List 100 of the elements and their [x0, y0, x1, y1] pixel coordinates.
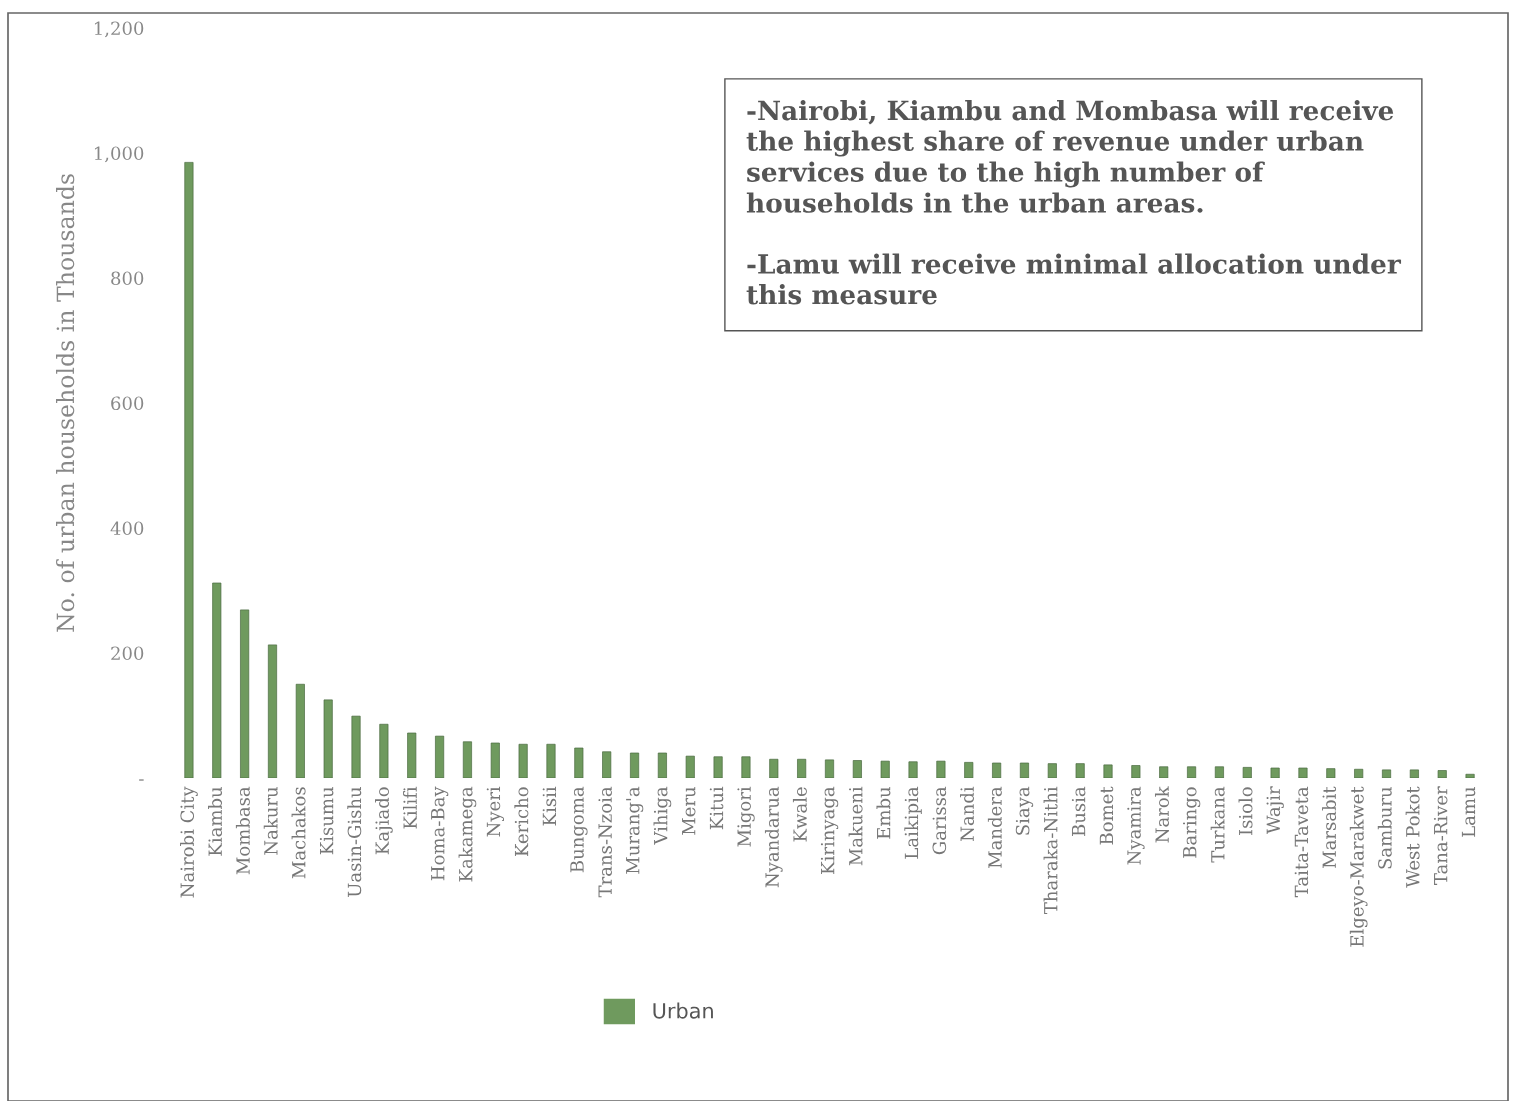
x-tick-label: Vihiga: [653, 786, 672, 845]
bar: [824, 759, 835, 778]
bar: [323, 699, 333, 778]
x-tick-label: Taita-Taveta: [1294, 786, 1309, 898]
bar: [908, 761, 918, 778]
x-tick-label: Elgeyo-Marakwet: [1349, 786, 1368, 947]
bar: [462, 741, 472, 778]
annotation: -Nairobi, Kiambu and Mombasa will receive the highest share of revenue under urban services due to the high number of households in the urban areas.: [746, 100, 1394, 213]
bar: [1437, 770, 1447, 778]
bar: [657, 752, 667, 778]
x-tick-label: Meru: [682, 787, 696, 835]
bar: [880, 760, 890, 778]
bar: [435, 735, 445, 778]
bar: [797, 758, 807, 778]
bar: [1047, 763, 1057, 778]
bar: [1019, 762, 1029, 778]
bar: [769, 758, 779, 778]
x-tick-label: Samburu: [1377, 787, 1392, 869]
x-tick-label: Kisii: [542, 786, 557, 826]
y-tick-label: 1,200: [94, 21, 144, 38]
y-tick-label: 800: [111, 271, 144, 286]
x-tick-label: Bungoma: [570, 786, 588, 873]
bar: [630, 752, 640, 778]
x-tick-label: Kilifi: [403, 786, 417, 829]
x-tick-label: Kericho: [514, 787, 529, 857]
bar: [212, 582, 222, 778]
y-tick-label: 1,000: [94, 146, 144, 163]
bar: [1187, 766, 1197, 778]
x-tick-label: Uasin-Gishu: [347, 787, 362, 897]
bar: [267, 644, 278, 778]
x-tick-label: Trans-Nzoia: [598, 786, 612, 898]
x-tick-label: Nyamira: [1127, 786, 1145, 865]
x-tick-label: Migori: [737, 786, 755, 847]
y-tick-label: -: [139, 779, 144, 781]
annotation: -Lamu will receive minimal allocation under this measure: [746, 253, 1402, 305]
bar: [685, 755, 695, 778]
x-tick-label: Turkana: [1210, 786, 1225, 863]
y-tick-label: 400: [110, 521, 144, 536]
x-tick-label: Busia: [1071, 786, 1086, 837]
x-tick-label: Nakuru: [263, 787, 278, 855]
x-tick-label: Kiambu: [208, 787, 223, 856]
bar: [741, 756, 751, 778]
x-tick-label: Homa-Bay: [431, 786, 449, 881]
bar: [490, 742, 500, 778]
x-tick-label: Nyeri: [486, 786, 505, 837]
bar: [1409, 769, 1419, 778]
bar: [1075, 763, 1085, 778]
x-tick-label: Wajir: [1266, 786, 1284, 834]
x-tick-label: Baringo: [1183, 787, 1201, 858]
x-tick-label: Machakos: [291, 787, 306, 879]
x-tick-label: Narok: [1154, 786, 1169, 843]
x-tick-label: Nandi: [960, 786, 974, 841]
bar: [379, 723, 389, 778]
x-tick-label: Kakamega: [458, 786, 477, 882]
y-tick-label: 200: [111, 646, 144, 661]
x-tick-label: Embu: [876, 787, 891, 839]
x-tick-label: Nairobi City: [180, 786, 198, 898]
x-tick-label: Kitui: [709, 786, 724, 830]
bar: [964, 762, 974, 778]
x-tick-label: Kisumu: [319, 787, 334, 855]
x-tick-label: Bomet: [1099, 786, 1114, 845]
x-tick-label: Murang'a: [626, 786, 644, 874]
bar: [1214, 766, 1224, 778]
bar: [936, 760, 946, 778]
bar: [1159, 766, 1169, 778]
bar: [574, 747, 584, 778]
bar: [852, 760, 862, 778]
x-tick-label: Lamu: [1461, 787, 1476, 837]
bar: [1326, 768, 1336, 778]
bar: [1103, 764, 1113, 778]
y-tick-label: 600: [111, 396, 144, 411]
x-tick-label: Makueni: [848, 786, 863, 866]
x-tick-label: Isiolo: [1238, 787, 1253, 836]
bar: [992, 762, 1002, 778]
bar: [351, 715, 361, 778]
y-axis-title: No. of urban households in Thousands: [56, 174, 75, 632]
x-tick-label: Nyandarua: [764, 786, 783, 888]
bar: [1298, 767, 1308, 778]
x-tick-label: Marsabit: [1322, 786, 1337, 868]
bar: [240, 609, 250, 778]
x-tick-label: Mombasa: [235, 786, 250, 875]
bar: [1465, 773, 1475, 778]
x-tick-label: Laikipia: [904, 786, 922, 859]
bar: [1270, 767, 1280, 778]
x-tick-label: Garissa: [932, 786, 947, 855]
legend-label: Urban: [653, 1002, 713, 1019]
x-tick-label: Kajiado: [375, 787, 393, 855]
bar: [602, 751, 612, 778]
bar: [1242, 767, 1252, 778]
x-tick-label: Tharaka-Nithi: [1043, 786, 1058, 915]
bar: [407, 732, 417, 778]
bar: [184, 162, 194, 778]
x-tick-label: Kwale: [792, 787, 807, 842]
bar: [1131, 765, 1141, 778]
x-tick-label: West Pokot: [1405, 786, 1420, 888]
bar: [713, 756, 723, 778]
bar: [546, 743, 556, 778]
bar: [518, 743, 528, 778]
x-tick-label: Tana-River: [1433, 786, 1448, 885]
x-tick-label: Siaya: [1015, 786, 1034, 835]
